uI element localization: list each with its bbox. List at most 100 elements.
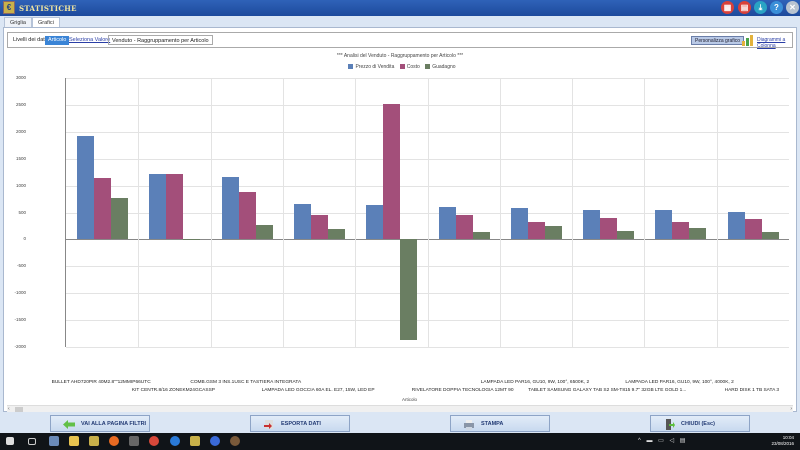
level-articolo[interactable]: Articolo [45, 36, 70, 45]
tab-grafici[interactable]: Grafici [32, 17, 60, 27]
bar[interactable] [544, 225, 562, 240]
x-tick-label: HARD DISK 1 TB SATA 3 [724, 388, 780, 393]
export-icon [264, 420, 273, 429]
window-title: STATISTICHE [19, 4, 77, 13]
x-tick-label: COMB.GSM 3 INS.1USC E TASTIERA INTEGRATA [190, 380, 302, 385]
bar[interactable] [327, 229, 345, 240]
plot-area [65, 78, 789, 348]
calculator-icon[interactable]: ▤ [738, 1, 751, 14]
vertical-gridline [282, 78, 284, 347]
bar[interactable] [617, 231, 635, 240]
close-esc-button[interactable]: CHIUDI (Esc) [650, 415, 750, 432]
y-tick-label: 500 [18, 209, 26, 215]
bar[interactable] [727, 211, 745, 240]
vertical-gridline [499, 78, 501, 347]
start-icon[interactable] [6, 437, 14, 445]
x-tick-label: TABLET SAMSUNG GALAXY TAB S2 SM-T815 9.7… [528, 388, 687, 393]
vertical-gridline [427, 78, 429, 347]
y-tick-label: -2000 [14, 344, 26, 349]
bar[interactable] [238, 191, 256, 240]
bar[interactable] [583, 210, 601, 240]
bar[interactable] [383, 104, 401, 240]
bar[interactable] [600, 217, 618, 240]
legend-swatch-guadagno [425, 64, 431, 69]
bar[interactable] [744, 219, 762, 240]
bar[interactable] [472, 231, 490, 240]
bar[interactable] [221, 176, 239, 240]
help-icon[interactable]: ? [770, 1, 783, 14]
vertical-gridline [355, 78, 357, 347]
folder-app-icon[interactable] [89, 436, 99, 446]
download-icon[interactable]: ⤓ [754, 1, 767, 14]
y-tick-label: -1500 [14, 317, 26, 323]
firefox-icon[interactable] [109, 436, 119, 446]
y-tick-label: 3000 [15, 75, 26, 80]
chrome-icon[interactable] [149, 436, 159, 446]
horizontal-scrollbar[interactable]: ‹ › [7, 405, 793, 412]
bar[interactable] [655, 210, 673, 240]
customize-chart-button[interactable]: Personalizza grafico [691, 36, 745, 45]
y-tick-label: 2000 [15, 128, 26, 134]
bar[interactable] [77, 135, 94, 240]
gridline [66, 347, 789, 348]
scroll-thumb[interactable] [15, 407, 23, 412]
print-button[interactable]: STAMPA [450, 415, 550, 432]
legend-prezzo: Prezzo di Vendita [355, 64, 395, 70]
user-app-icon[interactable] [49, 436, 59, 446]
bar[interactable] [149, 174, 167, 240]
bar[interactable] [183, 239, 201, 241]
bar[interactable] [527, 222, 545, 240]
chart-legend: Prezzo di Vendita Costo Guadagno [4, 64, 796, 70]
system-tray[interactable]: ^ ▬ ▭ ◁ ▤ [638, 438, 688, 444]
x-tick-label: RIVELATORE DOPPIA TECNOLOGIA 12MT 90 [411, 388, 514, 393]
bar[interactable] [111, 197, 128, 240]
media-app-icon[interactable] [230, 436, 240, 446]
x-tick-label: KIT CENTR.8/16 ZONEKM24GCASSP [131, 388, 215, 393]
x-axis-title: Articolo [402, 397, 418, 402]
legend-guadagno: Guadagno [432, 64, 456, 70]
printer-icon [464, 420, 474, 430]
close-icon[interactable]: ✕ [786, 1, 799, 14]
bar[interactable] [455, 214, 473, 240]
calendar-icon[interactable]: ▦ [721, 1, 734, 14]
column-chart-icon[interactable] [741, 34, 754, 46]
ie-icon[interactable] [170, 436, 180, 446]
filter-page-button[interactable]: VAI ALLA PAGINA FILTRI [50, 415, 150, 432]
vertical-gridline [138, 78, 140, 347]
bar[interactable] [310, 214, 328, 240]
browser-app-icon[interactable] [210, 436, 220, 446]
bar[interactable] [400, 239, 418, 340]
bar[interactable] [255, 224, 273, 240]
bar[interactable] [366, 204, 384, 240]
app-logo-icon: € [3, 1, 15, 14]
y-tick-label: 2500 [15, 101, 26, 107]
vertical-gridline [716, 78, 718, 347]
scroll-right-icon[interactable]: › [790, 406, 792, 412]
title-bar: € STATISTICHE ▦ ▤ ⤓ ? ✕ [0, 0, 800, 16]
chart-panel: Livelli dei dati: Articolo Seleziona Val… [3, 27, 797, 412]
tab-griglia[interactable]: Griglia [4, 17, 32, 27]
bar[interactable] [166, 173, 184, 240]
windows-taskbar: ^ ▬ ▭ ◁ ▤ 10:04 23/08/2016 [0, 433, 800, 450]
y-tick-label: -1000 [14, 290, 26, 296]
app-window-icon[interactable] [129, 436, 139, 446]
data-levels-toolbar: Livelli dei dati: Articolo Seleziona Val… [7, 32, 793, 49]
scroll-left-icon[interactable]: ‹ [8, 406, 10, 412]
file-explorer-icon[interactable] [69, 436, 79, 446]
bar[interactable] [293, 203, 311, 240]
bar[interactable] [94, 178, 111, 240]
bar[interactable] [689, 227, 707, 240]
bar[interactable] [761, 232, 779, 240]
export-data-button[interactable]: ESPORTA DATI [250, 415, 350, 432]
legend-swatch-prezzo [348, 64, 354, 69]
task-view-icon[interactable] [28, 438, 36, 445]
vertical-gridline [572, 78, 574, 347]
bar[interactable] [510, 208, 528, 240]
bar[interactable] [672, 222, 690, 240]
exit-door-icon [666, 419, 675, 430]
bar[interactable] [438, 206, 456, 240]
statistiche-app-icon[interactable] [190, 436, 200, 446]
clock[interactable]: 10:04 23/08/2016 [771, 435, 794, 446]
column-chart-link[interactable]: Diagrammi a Colonna [757, 37, 786, 49]
select-value-link[interactable]: Seleziona Valore [69, 37, 111, 43]
